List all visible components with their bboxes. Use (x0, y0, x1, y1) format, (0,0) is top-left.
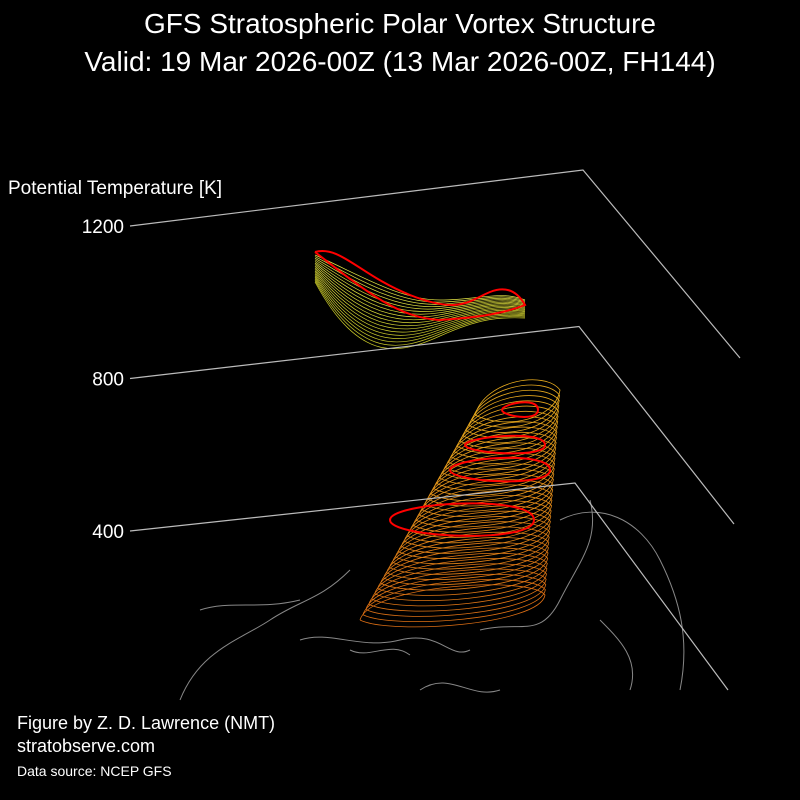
vortex-contour (368, 568, 547, 612)
vortex-contour (400, 510, 551, 554)
vortex-contour (377, 552, 548, 596)
vortex-contour (362, 579, 546, 622)
website: stratobserve.com (17, 736, 155, 756)
vortex-contour (380, 547, 549, 591)
vortex-edge (464, 434, 547, 455)
vortex-contour (386, 537, 549, 580)
vortex-contour (471, 384, 561, 428)
vortex-contour (424, 468, 554, 512)
vortex-contour (314, 267, 526, 321)
vortex-contour (439, 442, 556, 486)
vortex-contour (406, 500, 552, 544)
vortex-contour (314, 261, 526, 310)
vortex-contour (314, 262, 526, 312)
vortex-contour (371, 563, 547, 607)
vortex-contour (415, 484, 553, 528)
vortex-contour (314, 270, 526, 327)
vortex-contour (462, 400, 559, 444)
vortex-contour (395, 521, 551, 565)
vortex-contour (314, 265, 526, 318)
vortex-contour (430, 458, 555, 502)
vortex-contour (421, 474, 554, 517)
vortex (314, 249, 561, 628)
chart-subtitle: Valid: 19 Mar 2026-00Z (13 Mar 2026-00Z,… (84, 46, 715, 77)
vortex-edge (501, 401, 540, 418)
vortex-contour (474, 379, 561, 423)
credit: Figure by Z. D. Lawrence (NMT) (17, 713, 275, 733)
vortex-contour (459, 405, 559, 449)
vortex-contour (314, 256, 526, 303)
chart-title: GFS Stratospheric Polar Vortex Structure (144, 8, 656, 39)
vortex-contour (465, 395, 560, 439)
vortex-contour (314, 272, 526, 330)
vortex-contour (436, 447, 556, 491)
vortex-contour (409, 495, 552, 538)
vortex-contour (314, 278, 526, 343)
vortex-contour (374, 558, 548, 601)
vortex-contour (427, 463, 555, 507)
z-tick-label: 400 (92, 522, 124, 543)
z-axis-label: Potential Temperature [K] (8, 178, 222, 199)
vortex-contour (445, 432, 557, 475)
coastlines (179, 499, 685, 701)
vortex-edge (314, 249, 527, 322)
vortex-contour (418, 479, 554, 523)
data-source: Data source: NCEP GFS (17, 763, 172, 779)
vortex-contour (397, 516, 551, 559)
z-tick-label: 800 (92, 370, 124, 391)
vortex-contour (314, 254, 526, 301)
vortex-contour (383, 542, 549, 586)
vortex-contour (392, 526, 550, 570)
vortex-contour (468, 389, 560, 433)
vortex-contour (389, 531, 550, 575)
vortex-contour (314, 259, 526, 308)
vortex-contour (359, 584, 546, 628)
z-tick-label: 1200 (82, 217, 124, 238)
plane-edge (129, 482, 729, 691)
plane-edge (129, 169, 741, 359)
vortex-contour (314, 264, 526, 315)
plane-edge (129, 325, 735, 525)
vortex-contour (448, 426, 557, 470)
vortex-edge (449, 456, 552, 483)
vortex-edge (389, 502, 536, 537)
vortex-contour (412, 489, 553, 533)
vortex-contour (403, 505, 552, 549)
vortex-contour (365, 573, 547, 617)
vortex-contour (314, 277, 526, 339)
vortex-contour (314, 280, 526, 346)
vortex-contour (314, 281, 526, 349)
vortex-contour (451, 421, 558, 465)
